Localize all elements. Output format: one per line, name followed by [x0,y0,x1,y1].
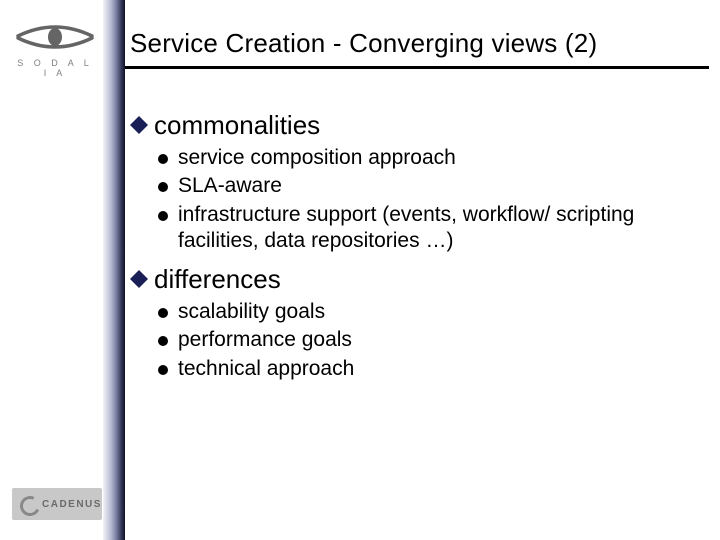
bullet-lvl2: performance goals [158,327,690,353]
bullet-text: technical approach [178,356,354,382]
bullet-text: scalability goals [178,299,325,325]
cadenus-word: CADENUS [42,499,102,510]
dot-icon [158,211,168,221]
slide-title: Service Creation - Converging views (2) [130,28,710,59]
sodalia-logo: S O D A L I A [12,14,98,78]
dot-icon [158,154,168,164]
sodalia-caption: S O D A L I A [12,58,98,78]
dot-icon [158,336,168,346]
bullet-text: differences [154,264,281,295]
diamond-icon [130,116,148,134]
bullet-text: infrastructure support (events, workflow… [178,202,658,255]
bullet-lvl1: differences [130,264,690,295]
bullet-text: SLA-aware [178,173,282,199]
bullet-text: performance goals [178,327,352,353]
bullet-lvl2: scalability goals [158,299,690,325]
slide: Service Creation - Converging views (2) … [0,0,720,540]
title-underline [125,66,709,69]
content-area: commonalities service composition approa… [130,100,690,382]
dot-icon [158,365,168,375]
vertical-gradient-bar [103,0,125,540]
dot-icon [158,308,168,318]
eye-icon [12,14,98,54]
bullet-lvl2: SLA-aware [158,173,690,199]
dot-icon [158,182,168,192]
bullet-lvl1: commonalities [130,110,690,141]
bullet-lvl2: infrastructure support (events, workflow… [158,202,690,255]
bullet-text: commonalities [154,110,320,141]
bullet-text: service composition approach [178,145,456,171]
swoosh-icon [18,493,40,515]
bullet-lvl2: technical approach [158,356,690,382]
bullet-lvl2: service composition approach [158,145,690,171]
diamond-icon [130,270,148,288]
cadenus-logo: CADENUS [12,488,102,520]
